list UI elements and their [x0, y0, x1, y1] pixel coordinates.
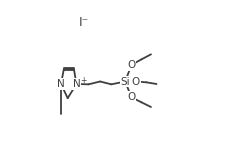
Text: Si: Si — [120, 76, 130, 87]
Text: O: O — [132, 76, 140, 87]
Text: O: O — [127, 92, 136, 102]
Text: I⁻: I⁻ — [79, 16, 90, 29]
Text: O: O — [127, 60, 136, 70]
Text: N: N — [73, 79, 80, 89]
Text: +: + — [80, 76, 86, 85]
Text: N: N — [57, 79, 65, 89]
